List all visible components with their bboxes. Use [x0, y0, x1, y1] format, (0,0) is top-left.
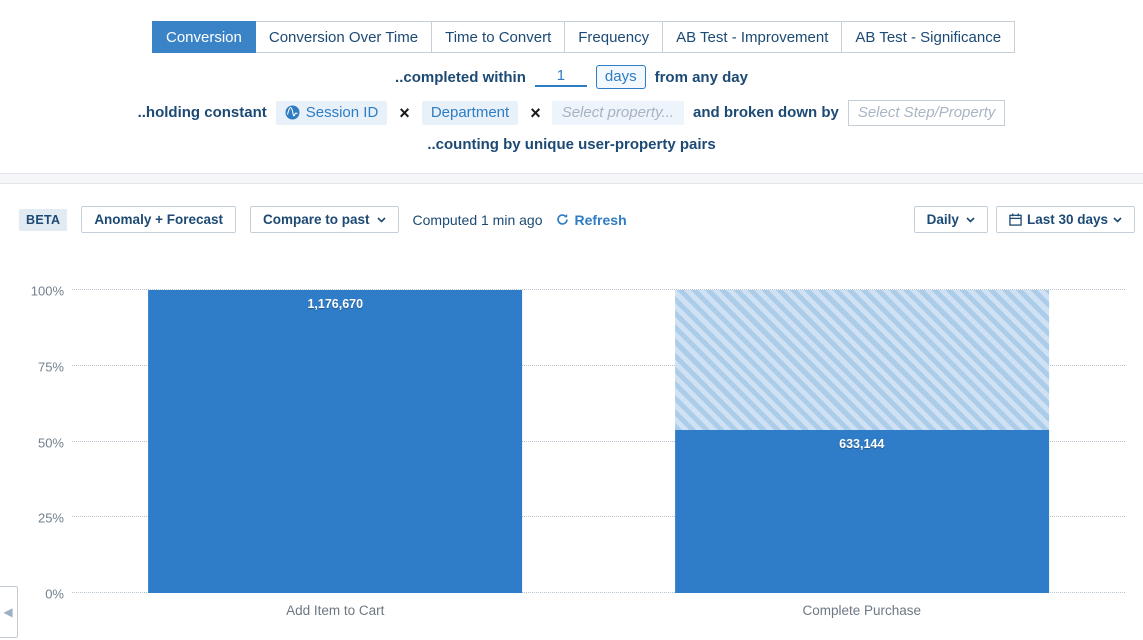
chart-toolbar-left: BETA Anomaly + Forecast Compare to past … — [19, 206, 627, 233]
x-axis-label: Complete Purchase — [802, 603, 922, 618]
holding-constant-row: ..holding constant Session ID × Department… — [0, 99, 1143, 126]
tab-conversion-over-time[interactable]: Conversion Over Time — [254, 21, 433, 53]
computed-status: Computed 1 min ago — [412, 211, 543, 228]
from-any-day-label: from any day — [654, 68, 748, 86]
y-axis-tick-75%: 75% — [37, 359, 64, 375]
collapse-sidebar-button[interactable]: ◀ — [0, 586, 18, 638]
date-range-dropdown[interactable]: Last 30 days — [995, 206, 1135, 233]
x-axis-label: Add Item to Cart — [286, 603, 385, 618]
funnel-chart-plot-area: 0% 25% 50% 75% 100% 1,176,670 Add Item to Cart… — [31, 284, 1126, 618]
chart-toolbar-right: Daily Last 30 days — [913, 206, 1135, 233]
gridline-50% — [72, 440, 1125, 442]
y-axis-tick-25%: 25% — [37, 510, 64, 526]
conversion-bar[interactable]: 1,176,670 — [148, 290, 523, 593]
section-divider — [0, 173, 1143, 184]
conversion-bar[interactable]: 633,144 — [674, 429, 1049, 593]
refresh-button[interactable]: Refresh — [556, 211, 627, 228]
y-axis-tick-100%: 100% — [30, 283, 64, 299]
dropoff-hatch-area — [674, 290, 1049, 430]
gridline-75% — [72, 364, 1125, 366]
chart-toolbar: BETA Anomaly + Forecast Compare to past … — [0, 206, 1143, 233]
tab-frequency[interactable]: Frequency — [564, 21, 664, 53]
gridline-100% — [72, 289, 1125, 290]
calendar-icon — [1009, 213, 1022, 226]
tab-ab-test-improvement[interactable]: AB Test - Improvement — [662, 21, 843, 53]
gridline-25% — [72, 516, 1125, 518]
y-axis-tick-0%: 0% — [45, 586, 64, 602]
window-value-input[interactable]: 1 — [534, 67, 587, 87]
select-step-property-input[interactable]: Select Step/Property — [847, 99, 1006, 126]
funnel-step-add-item-to-cart: 1,176,670 Add Item to Cart — [72, 290, 599, 618]
chevron-down-icon — [1113, 216, 1122, 223]
tab-conversion[interactable]: Conversion — [152, 21, 256, 53]
window-unit-button[interactable]: days — [595, 65, 646, 89]
amplitude-logo-icon — [285, 105, 300, 119]
held-property-label: Department — [430, 103, 510, 121]
compare-to-past-dropdown[interactable]: Compare to past — [249, 206, 399, 233]
broken-down-by-label: and broken down by — [692, 104, 839, 121]
select-property-input[interactable]: Select property... — [551, 100, 684, 125]
completed-within-label: ..completed within — [395, 68, 526, 86]
refresh-label: Refresh — [574, 211, 627, 228]
counting-by-label: ..counting by unique user-property pairs — [427, 135, 716, 153]
compare-to-past-label: Compare to past — [262, 212, 370, 227]
gridline-0% — [72, 592, 1125, 593]
funnel-step-complete-purchase: 633,144 Complete Purchase — [599, 290, 1126, 618]
query-builder-header: Conversion Conversion Over Time Time to Co… — [0, 0, 1143, 173]
held-property-label: Session ID — [305, 103, 379, 121]
refresh-icon — [557, 213, 569, 225]
held-property-chip-department[interactable]: Department — [421, 100, 519, 125]
remove-property-icon[interactable]: × — [530, 102, 541, 123]
chevron-down-icon — [376, 216, 386, 223]
held-property-chip-session-id[interactable]: Session ID — [275, 100, 388, 125]
anomaly-forecast-button[interactable]: Anomaly + Forecast — [81, 206, 236, 233]
chevron-down-icon — [966, 216, 975, 223]
bar-value-label: 1,176,670 — [307, 297, 364, 311]
date-range-label: Last 30 days — [1026, 212, 1108, 227]
view-tabs: Conversion Conversion Over Time Time to Co… — [152, 21, 1016, 53]
interval-dropdown[interactable]: Daily — [913, 206, 988, 233]
y-axis-tick-50%: 50% — [37, 435, 64, 450]
anomaly-forecast-label: Anomaly + Forecast — [94, 212, 223, 227]
beta-badge: BETA — [19, 208, 68, 231]
holding-constant-label: ..holding constant — [137, 104, 267, 121]
counting-by-row: ..counting by unique user-property pairs — [0, 133, 1143, 155]
collapse-left-icon: ◀ — [3, 605, 13, 619]
completed-within-row: ..completed within 1 days from any day — [0, 64, 1143, 90]
interval-label: Daily — [926, 212, 959, 227]
remove-property-icon[interactable]: × — [399, 102, 410, 123]
tab-ab-test-significance[interactable]: AB Test - Significance — [841, 21, 1016, 53]
bar-value-label: 633,144 — [839, 436, 885, 451]
held-properties: Session ID × Department × — [275, 100, 543, 125]
tab-time-to-convert[interactable]: Time to Convert — [431, 21, 566, 53]
